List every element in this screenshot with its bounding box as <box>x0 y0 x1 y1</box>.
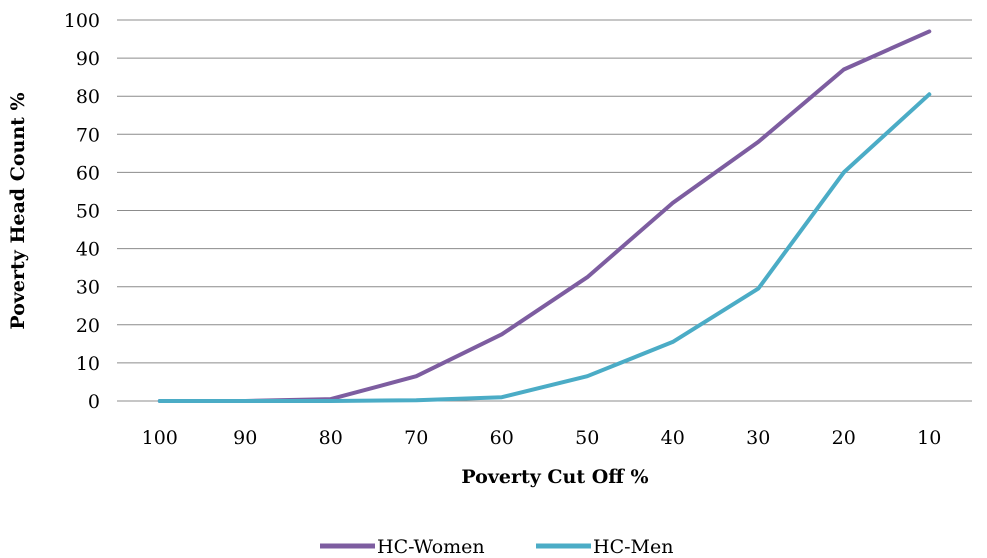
x-tick-label: 100 <box>142 427 178 449</box>
y-axis-ticks: 0 10 20 30 40 50 60 70 80 90 100 <box>64 10 100 413</box>
x-tick-label: 80 <box>319 427 343 449</box>
x-tick-label: 40 <box>661 427 685 449</box>
x-axis-ticks: 100 90 80 70 60 50 40 30 20 10 <box>142 427 942 449</box>
y-tick-label: 40 <box>76 239 100 261</box>
y-tick-label: 80 <box>76 86 100 108</box>
y-tick-label: 90 <box>76 48 100 70</box>
x-axis-title: Poverty Cut Off % <box>461 466 648 488</box>
x-tick-label: 20 <box>832 427 856 449</box>
x-tick-label: 50 <box>575 427 599 449</box>
series-lines <box>157 29 932 403</box>
legend-label-hc-women: HC-Women <box>377 536 485 558</box>
y-tick-label: 0 <box>88 391 100 413</box>
x-tick-label: 90 <box>233 427 257 449</box>
series-line-hc-men <box>157 92 932 403</box>
x-tick-label: 10 <box>917 427 941 449</box>
legend: HC-Women HC-Men <box>320 536 673 558</box>
y-tick-label: 70 <box>76 124 100 146</box>
y-axis-title: Poverty Head Count % <box>7 92 29 329</box>
y-tick-label: 60 <box>76 162 100 184</box>
legend-label-hc-men: HC-Men <box>593 536 673 558</box>
y-tick-label: 20 <box>76 315 100 337</box>
y-tick-label: 30 <box>76 277 100 299</box>
x-tick-label: 70 <box>404 427 428 449</box>
x-tick-label: 30 <box>746 427 770 449</box>
x-tick-label: 60 <box>490 427 514 449</box>
y-tick-label: 50 <box>76 201 100 223</box>
y-tick-label: 10 <box>76 353 100 375</box>
gridlines <box>117 19 972 402</box>
y-tick-label: 100 <box>64 10 100 32</box>
